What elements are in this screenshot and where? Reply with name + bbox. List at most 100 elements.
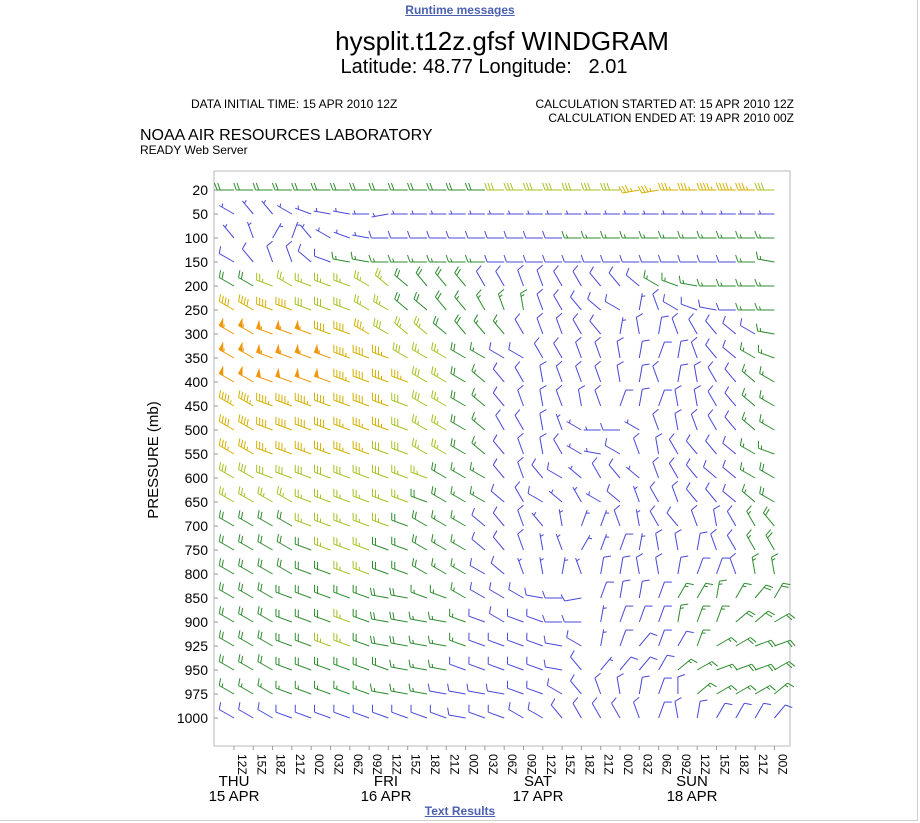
x-tick-label: 18Z — [737, 754, 751, 775]
wind-barb — [410, 704, 428, 719]
wind-barb — [616, 673, 624, 695]
wind-barb — [638, 533, 646, 551]
wind-barb — [739, 318, 756, 335]
wind-barb — [415, 266, 428, 287]
wind-barb — [314, 656, 331, 671]
wind-barb — [238, 678, 254, 695]
wind-barb — [600, 581, 614, 599]
x-tick-label: 12Z — [544, 754, 558, 775]
wind-barb — [238, 294, 254, 311]
wind-barb — [294, 343, 312, 359]
runtime-messages-link[interactable]: Runtime messages — [405, 3, 515, 17]
wind-barb — [507, 656, 524, 671]
wind-barb — [276, 203, 293, 215]
wind-barb — [490, 483, 505, 503]
wind-barb — [568, 465, 582, 479]
wind-barb — [658, 654, 675, 671]
wind-barb — [314, 320, 331, 335]
wind-barb — [589, 266, 602, 287]
wind-barb — [696, 699, 708, 719]
y-axis-ticks: 20 50 100 150 200 250 300 350 400 450 500 550 600 650… — [177, 182, 218, 726]
wind-barb — [431, 558, 447, 575]
wind-barb — [294, 536, 312, 551]
wind-barb — [218, 365, 235, 383]
x-tick-label: 21Z — [293, 754, 307, 775]
wind-barb — [643, 270, 659, 287]
wind-barb — [522, 254, 543, 263]
wind-barb — [238, 606, 254, 623]
wind-barb — [735, 230, 756, 239]
wind-barb — [575, 360, 582, 383]
text-results-link[interactable]: Text Results — [424, 804, 496, 818]
wind-barb — [333, 560, 350, 575]
wind-barb — [608, 458, 621, 479]
wind-barb — [517, 504, 524, 527]
wind-barb — [294, 392, 312, 407]
wind-barb — [218, 246, 235, 263]
wind-barb — [294, 319, 312, 335]
wind-barb — [677, 658, 698, 671]
wind-barb — [353, 294, 370, 311]
wind-barb — [238, 462, 254, 479]
y-tick-label: 300 — [185, 326, 209, 342]
wind-barb — [635, 509, 641, 527]
wind-barb — [600, 182, 620, 191]
wind-barb — [394, 315, 409, 335]
wind-barb — [619, 656, 639, 671]
wind-barb — [391, 536, 408, 551]
wind-barb — [594, 360, 602, 383]
wind-barb — [314, 464, 331, 479]
x-tick-label: 06Z — [505, 754, 519, 775]
x-tick-label: 09Z — [370, 754, 384, 775]
wind-barb — [677, 603, 689, 623]
wind-barb — [394, 291, 409, 311]
wind-barb — [757, 344, 775, 359]
y-tick-label: 450 — [185, 398, 209, 414]
wind-barb — [724, 362, 737, 383]
wind-barb — [333, 680, 350, 695]
wind-barb — [408, 635, 428, 647]
wind-barb — [591, 457, 602, 479]
wind-barb — [487, 210, 505, 215]
wind-barb — [759, 462, 775, 479]
wind-barb — [690, 408, 698, 431]
wind-barb — [619, 605, 634, 623]
chart-title: hysplit.t12z.gfsf WINDGRAM — [335, 26, 669, 56]
wind-barb — [349, 182, 370, 191]
wind-barb — [690, 336, 698, 359]
wind-barb — [658, 605, 672, 623]
wind-barb — [600, 533, 610, 551]
wind-barb — [488, 606, 505, 623]
wind-barb — [553, 337, 563, 359]
wind-barb — [594, 384, 602, 407]
wind-barb — [536, 288, 544, 311]
wind-barb — [696, 605, 711, 623]
wind-barb — [468, 632, 486, 647]
wind-barb — [473, 314, 486, 335]
wind-barb — [724, 410, 737, 431]
wind-barb — [677, 230, 698, 239]
wind-barb — [275, 584, 293, 599]
wind-barb — [276, 486, 293, 503]
wind-barb — [561, 557, 569, 575]
wind-barb — [716, 605, 730, 623]
wind-barb — [275, 343, 293, 359]
wind-barb — [587, 291, 602, 311]
wind-barb — [539, 385, 547, 407]
day-date: 17 APR — [513, 788, 564, 805]
y-tick-label: 250 — [185, 302, 209, 318]
wind-barb — [219, 203, 235, 215]
wind-barb — [735, 610, 756, 623]
wind-barb — [716, 579, 727, 599]
wind-barb — [722, 459, 737, 479]
wind-barb — [754, 230, 775, 239]
wind-barb — [715, 278, 736, 287]
wind-barb — [429, 704, 447, 719]
wind-barb — [539, 433, 547, 455]
x-tick-label: 12Z — [235, 754, 249, 775]
wind-barb — [754, 685, 776, 695]
wind-barb — [699, 210, 717, 215]
wind-barb — [314, 584, 331, 599]
wind-barb — [508, 702, 524, 719]
wind-barb — [754, 584, 774, 599]
